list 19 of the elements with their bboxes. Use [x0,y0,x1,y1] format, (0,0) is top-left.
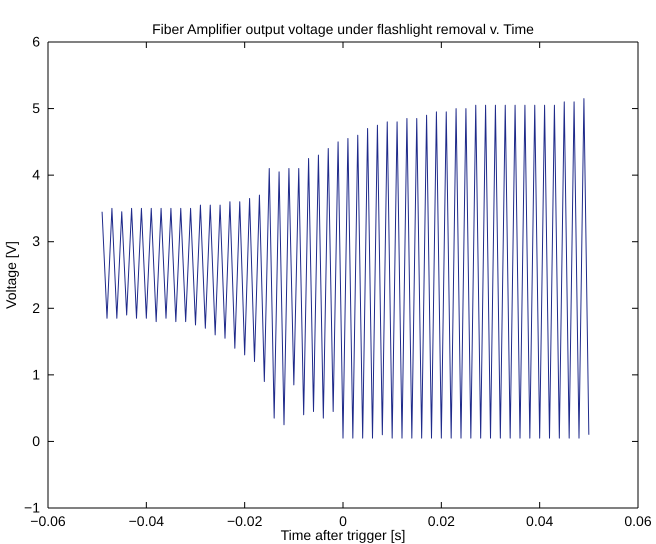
y-tick-label: 3 [32,233,40,250]
x-tick-label: −0.06 [30,512,66,529]
y-tick-label: 5 [32,100,40,116]
chart-title: Fiber Amplifier output voltage under flashlight removal v. Time [152,21,534,37]
line-series [102,98,590,439]
x-axis-title: Time after trigger [s] [280,527,406,543]
x-tick-label: 0 [339,512,348,529]
y-axis-title: Voltage [V] [3,241,19,309]
x-tick-label: 0.06 [624,512,652,529]
x-tick-label: 0.02 [428,512,456,529]
y-tick-label: 6 [32,33,40,50]
x-tick-label: −0.02 [226,512,263,529]
x-tick-label: −0.04 [128,512,164,529]
y-tick-label: 2 [32,300,40,316]
y-tick-label: 0 [32,432,40,449]
y-tick-label: 1 [32,366,40,382]
y-tick-label: 4 [32,166,40,183]
x-tick-label: 0.04 [526,512,554,529]
y-tick-label: −1 [24,499,40,516]
